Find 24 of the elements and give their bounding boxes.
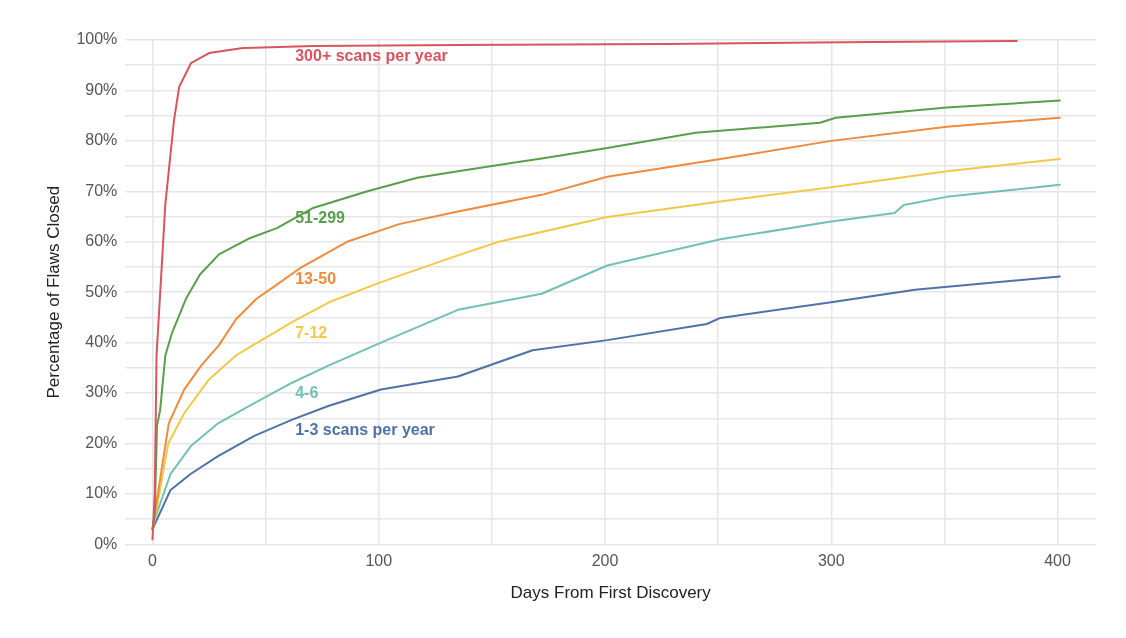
x-axis-title: Days From First Discovery xyxy=(510,583,712,603)
y-tick-label: 50% xyxy=(85,282,118,300)
series-label: 51-299 xyxy=(295,209,346,227)
series-label: 13-50 xyxy=(295,269,337,287)
x-tick-label: 100 xyxy=(365,552,393,570)
y-tick-label: 30% xyxy=(85,383,118,401)
y-tick-label: 90% xyxy=(85,80,118,98)
y-tick-label: 70% xyxy=(85,181,118,199)
x-tick-label: 0 xyxy=(148,552,158,570)
y-tick-label: 60% xyxy=(85,232,118,250)
series-label: 1-3 scans per year xyxy=(295,421,435,439)
y-tick-label: 40% xyxy=(85,333,118,351)
y-tick-label: 100% xyxy=(76,30,118,48)
y-tick-label: 80% xyxy=(85,131,118,149)
y-tick-label: 0% xyxy=(94,534,118,552)
x-tick-label: 200 xyxy=(591,552,619,570)
y-axis-title: Percentage of Flaws Closed xyxy=(43,185,63,399)
series-label: 4-6 xyxy=(295,384,319,402)
series-label: 7-12 xyxy=(295,323,328,341)
series-label: 300+ scans per year xyxy=(295,47,448,65)
x-tick-label: 300 xyxy=(817,552,845,570)
x-tick-label: 400 xyxy=(1044,552,1071,570)
y-tick-label: 10% xyxy=(85,484,118,502)
y-tick-label: 20% xyxy=(85,433,118,451)
